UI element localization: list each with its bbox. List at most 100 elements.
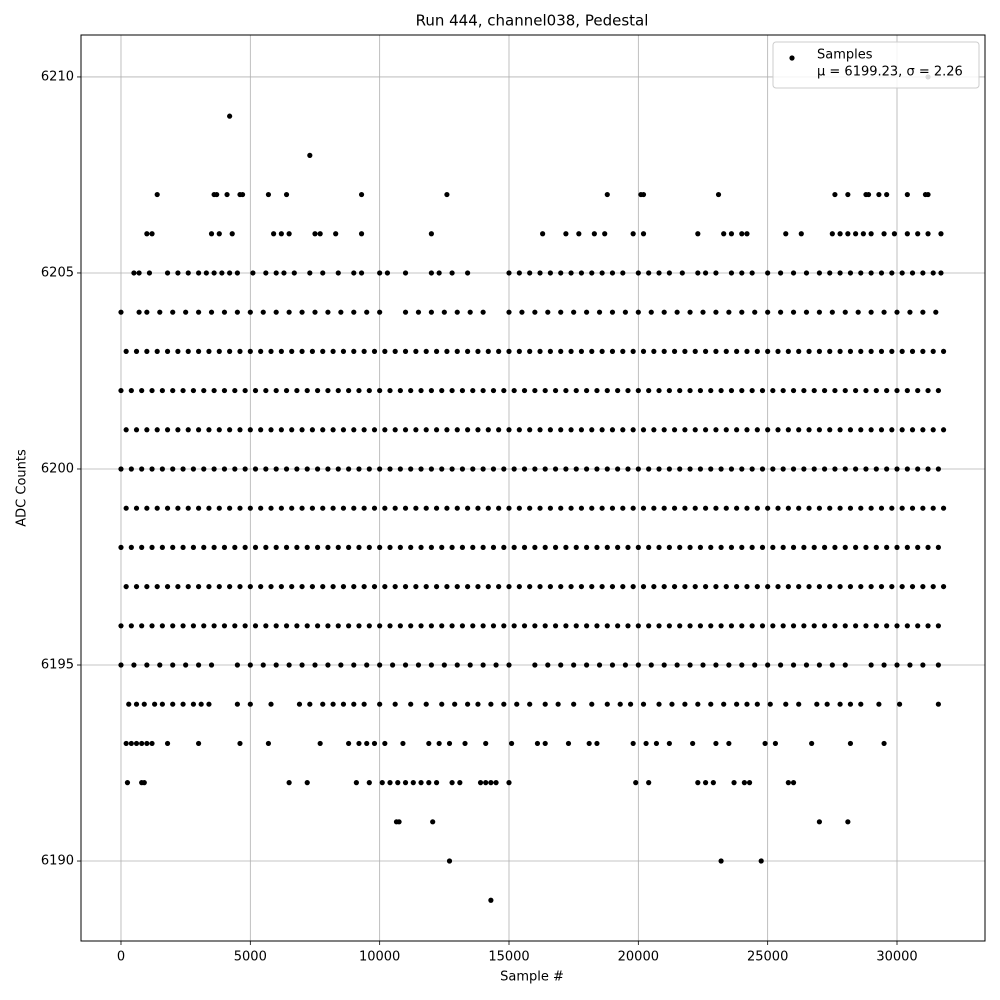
point	[252, 387, 259, 394]
point	[527, 270, 533, 276]
point	[206, 701, 212, 707]
point	[159, 466, 165, 472]
point	[702, 505, 709, 511]
point	[563, 231, 569, 237]
point	[123, 740, 129, 747]
point	[516, 583, 522, 590]
point	[547, 348, 553, 354]
point	[433, 780, 440, 786]
point	[935, 544, 941, 550]
point	[485, 348, 491, 354]
point	[320, 583, 326, 590]
point	[770, 623, 776, 629]
point	[609, 348, 616, 354]
point	[449, 270, 455, 276]
point	[858, 583, 864, 590]
point	[829, 231, 835, 237]
point	[506, 309, 512, 315]
x-tick-label: 10000	[359, 950, 400, 965]
point	[335, 544, 341, 550]
point	[198, 701, 204, 707]
point	[433, 505, 440, 511]
point	[377, 387, 383, 394]
point	[821, 387, 828, 394]
point	[364, 662, 370, 668]
point	[677, 623, 683, 629]
point	[651, 427, 657, 433]
point	[211, 466, 217, 472]
point	[809, 740, 815, 747]
point	[459, 466, 466, 472]
point	[506, 348, 512, 354]
point	[201, 623, 207, 629]
point	[413, 505, 419, 511]
point	[180, 387, 186, 394]
point	[195, 662, 202, 668]
point	[935, 701, 941, 707]
point	[542, 701, 548, 707]
point	[490, 623, 497, 629]
point	[633, 780, 639, 786]
point	[428, 466, 434, 472]
point	[278, 348, 284, 354]
point	[242, 466, 248, 472]
point	[258, 348, 264, 354]
point	[516, 270, 522, 276]
point	[501, 623, 507, 629]
point	[511, 466, 517, 472]
point	[273, 466, 279, 472]
point	[152, 701, 158, 707]
point	[609, 309, 616, 315]
point	[935, 466, 941, 472]
point	[759, 466, 766, 472]
point	[465, 348, 471, 354]
point	[692, 427, 698, 433]
point	[915, 231, 921, 237]
point	[346, 466, 352, 472]
point	[837, 505, 843, 511]
point	[783, 701, 789, 707]
point	[496, 505, 502, 511]
point	[325, 662, 331, 668]
point	[361, 701, 367, 707]
point	[630, 740, 636, 747]
point	[803, 309, 810, 315]
point	[480, 309, 486, 315]
point	[128, 466, 134, 472]
point	[837, 348, 843, 354]
point	[265, 740, 272, 747]
point	[656, 544, 662, 550]
point	[402, 270, 409, 276]
point	[609, 583, 616, 590]
point	[527, 505, 533, 511]
point	[754, 505, 760, 511]
point	[728, 544, 735, 550]
point	[811, 466, 817, 472]
point	[790, 466, 797, 472]
point	[547, 427, 553, 433]
point	[227, 348, 233, 354]
point	[889, 583, 895, 590]
point	[739, 309, 745, 315]
point	[552, 544, 559, 550]
point	[868, 505, 874, 511]
point	[765, 662, 771, 668]
point	[216, 583, 222, 590]
point	[669, 701, 675, 707]
points	[118, 74, 947, 903]
point	[537, 270, 543, 276]
point	[333, 231, 339, 237]
point	[144, 231, 150, 237]
point	[532, 623, 538, 629]
point	[465, 505, 471, 511]
point	[589, 701, 595, 707]
point	[379, 780, 385, 786]
point	[454, 309, 460, 315]
point	[692, 583, 698, 590]
point	[358, 191, 365, 198]
point	[884, 191, 890, 198]
point	[139, 740, 145, 747]
point	[842, 623, 848, 629]
point	[418, 387, 424, 394]
point	[428, 309, 434, 315]
